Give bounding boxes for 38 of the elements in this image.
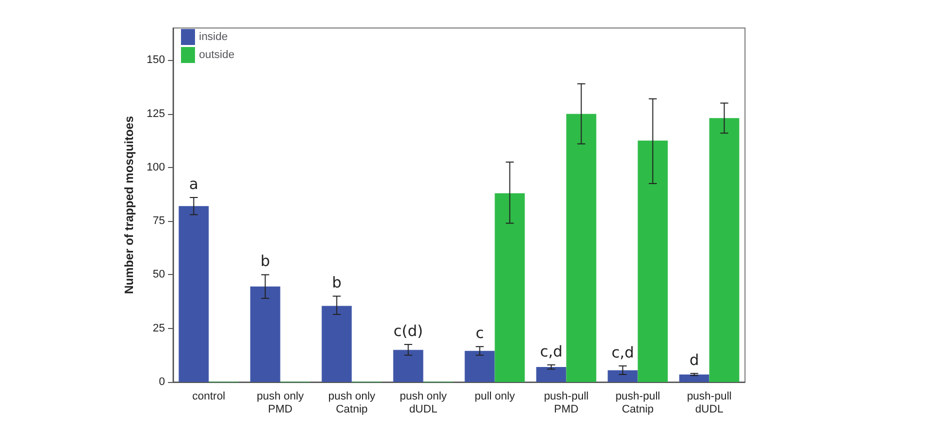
legend-label: outside xyxy=(199,49,234,61)
x-tick-label: push-pull PMD xyxy=(544,390,589,416)
bar xyxy=(536,366,566,382)
bar xyxy=(638,140,668,382)
y-tick-label: 100 xyxy=(146,161,165,174)
bar xyxy=(494,193,525,382)
x-tick-label: push only dUDL xyxy=(400,390,448,416)
y-tick-label: 150 xyxy=(146,54,165,66)
bar xyxy=(250,286,280,382)
legend-label: inside xyxy=(199,31,228,43)
annotation: c,d xyxy=(540,342,563,360)
bar xyxy=(393,350,424,382)
annotation: c(d) xyxy=(393,322,423,340)
x-tick-label: push-pull dUDL xyxy=(686,390,732,416)
x-tick-label: push only Catnip xyxy=(328,390,376,416)
x-tick-label: push-pull Catnip xyxy=(615,390,660,416)
annotation: b xyxy=(260,252,270,270)
annotation: c,d xyxy=(611,343,634,362)
bar xyxy=(608,370,638,382)
bar xyxy=(464,350,495,382)
bar xyxy=(566,114,596,382)
bar xyxy=(322,306,352,382)
x-tick-label: pull only xyxy=(474,390,516,402)
x-tick-label: control xyxy=(192,390,226,402)
bar xyxy=(679,374,710,382)
y-tick-label: 50 xyxy=(152,268,165,281)
annotation: b xyxy=(332,274,342,292)
bar xyxy=(709,118,740,382)
y-tick-label: 75 xyxy=(152,215,165,228)
y-tick-label: 125 xyxy=(146,108,165,120)
y-tick-label: 0 xyxy=(158,376,165,388)
annotation: a xyxy=(189,174,198,193)
y-axis-title: Number of trapped mosquitoes xyxy=(122,116,136,294)
x-tick-label: push only PMD xyxy=(256,390,304,416)
y-tick-label: 25 xyxy=(152,322,165,334)
bar xyxy=(178,206,209,382)
annotation: c xyxy=(476,324,484,342)
annotation: d xyxy=(689,350,699,369)
